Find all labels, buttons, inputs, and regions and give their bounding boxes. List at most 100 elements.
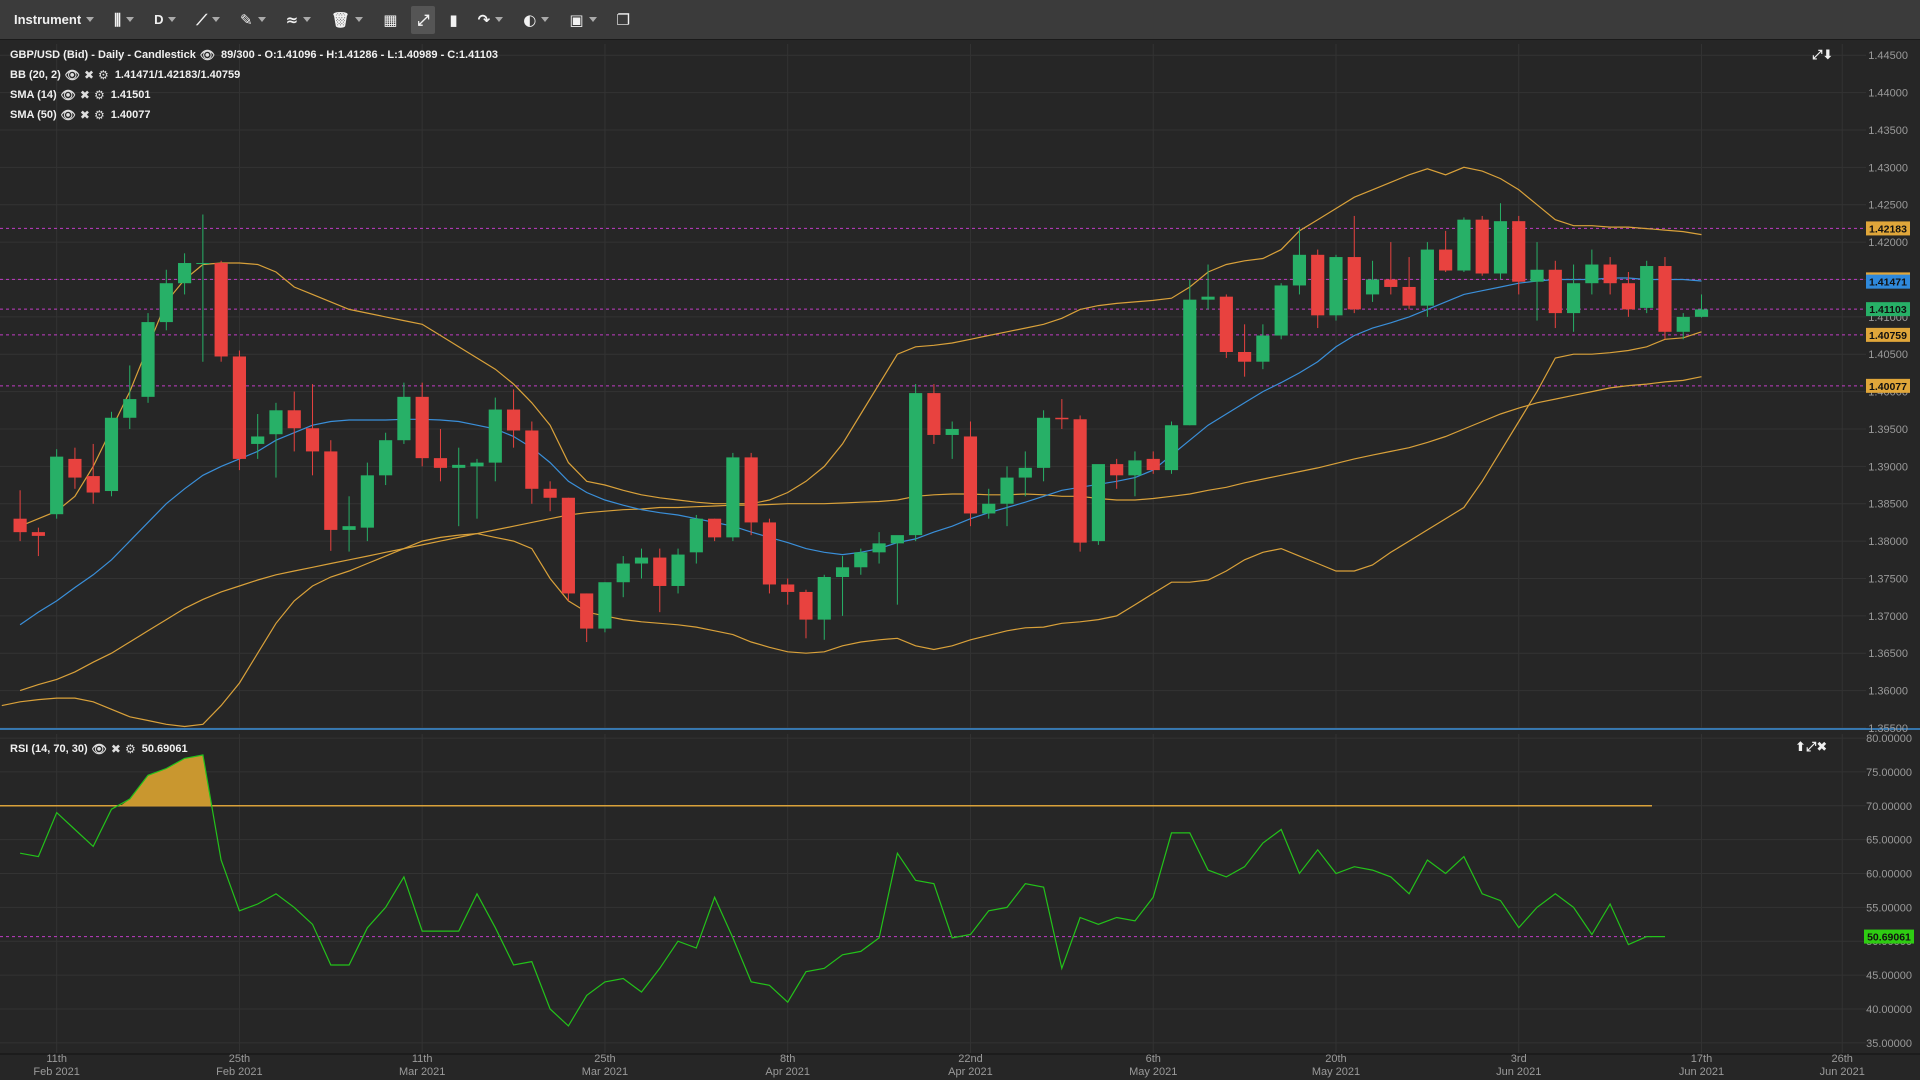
candle — [1402, 286, 1416, 306]
candle — [1694, 309, 1709, 317]
instrument-dropdown[interactable]: Instrument — [8, 6, 100, 34]
candle — [963, 436, 978, 514]
price-axis-label: 1.44500 — [1868, 50, 1908, 62]
candle — [1548, 269, 1562, 314]
candle — [744, 457, 758, 523]
candle — [689, 518, 703, 553]
candle — [178, 263, 192, 284]
indicators-icon-glyph: ▮ — [449, 10, 458, 29]
price-tag — [1866, 221, 1910, 236]
price-axis-label: 1.39000 — [1868, 461, 1908, 473]
time-axis-day-label: 8th — [780, 1053, 795, 1065]
chart-type-candlestick-icon-glyph: ⫼ — [114, 10, 122, 29]
candle — [1091, 464, 1105, 542]
candle — [342, 526, 356, 530]
rsi-overbought-area — [120, 754, 213, 806]
main-legend-title: GBP/USD (Bid) - Daily - Candlestick — [10, 49, 196, 61]
eye-icon[interactable]: 👁 — [199, 48, 216, 62]
move-down-icon[interactable]: ⬇ — [1822, 48, 1834, 63]
eye-icon[interactable]: 👁 — [64, 68, 80, 82]
candle — [287, 410, 301, 429]
candle — [1457, 219, 1471, 271]
move-up-icon[interactable]: ⬆ — [1795, 740, 1806, 755]
bb-legend-values: 1.41471/1.42183/1.40759 — [114, 69, 241, 81]
chart-type-candlestick-icon[interactable]: ⫼ — [108, 6, 140, 34]
price-axis-label: 1.44000 — [1868, 88, 1908, 100]
candle — [452, 464, 466, 468]
time-axis-day-label: 25th — [229, 1053, 250, 1065]
rsi-legend-values: 50.69061 — [141, 743, 188, 755]
candle — [196, 263, 210, 265]
candle — [305, 428, 320, 452]
candle — [854, 552, 868, 568]
gear-icon[interactable]: ⚙ — [93, 108, 105, 122]
gear-icon[interactable]: ⚙ — [124, 742, 136, 756]
candle — [1238, 351, 1252, 362]
sma50-legend-label: SMA (50) — [10, 109, 57, 121]
close-icon[interactable]: ✖ — [79, 108, 90, 122]
time-axis-month-label: Feb 2021 — [216, 1066, 262, 1078]
eye-icon[interactable]: 👁 — [60, 108, 76, 122]
candle — [1256, 335, 1270, 362]
eye-icon[interactable]: 👁 — [60, 88, 76, 102]
candle — [561, 497, 575, 594]
pencil-tool-icon[interactable]: ✎ — [234, 6, 272, 34]
time-axis-day-label: 17th — [1691, 1053, 1712, 1065]
time-axis-month-label: Mar 2021 — [582, 1066, 628, 1078]
candle — [1621, 283, 1635, 310]
price-axis-label: 1.38500 — [1868, 499, 1908, 511]
close-pane-icon[interactable]: ✖ — [1816, 740, 1828, 755]
candle — [1420, 249, 1434, 306]
candle — [397, 396, 411, 441]
fibonacci-tool-icon[interactable]: ≈ — [280, 6, 318, 34]
chevron-down-icon — [168, 17, 177, 22]
candle — [1274, 285, 1288, 336]
candle — [726, 457, 740, 538]
close-icon[interactable]: ✖ — [79, 88, 90, 102]
maximize-pane-icon[interactable]: ⤢ — [1812, 48, 1823, 63]
fullscreen-icon[interactable]: ⤢ — [411, 5, 436, 34]
main-legend: GBP/USD (Bid) - Daily - Candlestick 👁 89… — [10, 48, 498, 62]
language-flag-icon[interactable]: ▣ — [563, 6, 602, 34]
indicators-icon[interactable]: ▮ — [443, 6, 463, 34]
price-tag — [1866, 302, 1910, 317]
candle — [1365, 279, 1380, 295]
time-axis-day-label: 6th — [1146, 1053, 1161, 1065]
time-axis-month-label: Apr 2021 — [948, 1066, 993, 1078]
maximize-pane-icon[interactable]: ⤢ — [1805, 740, 1817, 755]
instrument-dropdown-glyph: Instrument — [14, 12, 82, 27]
time-axis-month-label: Mar 2021 — [399, 1066, 445, 1078]
candle — [1384, 279, 1398, 287]
line-tool-icon[interactable]: ⟋ — [190, 6, 226, 34]
gear-icon[interactable]: ⚙ — [93, 88, 105, 102]
candle — [1439, 249, 1453, 271]
share-icon[interactable]: ↷ — [472, 6, 510, 34]
rsi-axis-label: 55.00000 — [1866, 902, 1912, 914]
timeframe-dropdown-glyph: D — [154, 12, 164, 27]
candle — [68, 458, 82, 478]
theme-icon[interactable]: ◐ — [517, 6, 555, 34]
candle — [927, 393, 941, 435]
candle — [123, 399, 137, 418]
price-tag-label: 1.42183 — [1869, 223, 1907, 235]
language-flag-icon-glyph: ▣ — [569, 10, 584, 29]
timeframe-dropdown[interactable]: D — [148, 6, 182, 34]
close-icon[interactable]: ✖ — [110, 742, 121, 756]
close-icon[interactable]: ✖ — [83, 68, 95, 82]
candle — [1018, 467, 1032, 478]
price-axis-label: 1.36500 — [1868, 648, 1908, 660]
chart-area[interactable]: 1.44500 1.44000 1.43500 1.43000 1.42500 1.420… — [0, 40, 1920, 1080]
candle — [86, 476, 100, 493]
rsi-current-tag — [1864, 929, 1914, 944]
candle — [525, 430, 539, 489]
candle — [506, 409, 521, 431]
trash-icon[interactable]: 🗑 — [325, 6, 369, 34]
chevron-down-icon — [257, 17, 266, 22]
layout-icon[interactable]: ▦ — [377, 6, 403, 34]
eye-icon[interactable]: 👁 — [91, 742, 107, 756]
gear-icon[interactable]: ⚙ — [98, 68, 109, 82]
bb-legend: BB (20, 2) 👁 ✖ ⚙ 1.41471/1.42183/1.40759 — [10, 68, 240, 82]
detach-window-icon[interactable]: ❐ — [611, 6, 636, 34]
bb-legend-label: BB (20, 2) — [10, 69, 61, 81]
price-axis-label: 1.36000 — [1868, 686, 1908, 698]
